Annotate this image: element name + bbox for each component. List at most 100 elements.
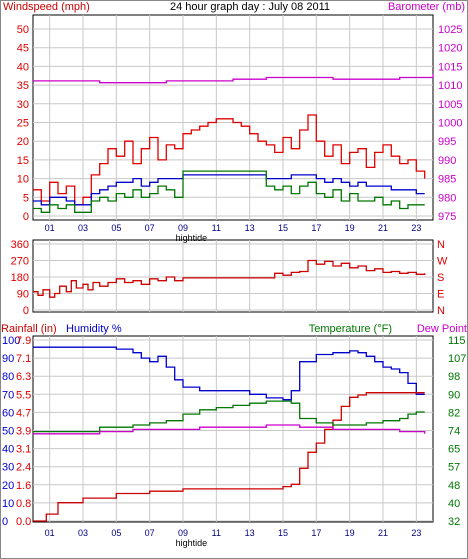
hour-tick-label: 13: [245, 223, 255, 233]
hightide-label: hightide: [176, 233, 208, 243]
wind-tick-label: 5: [23, 192, 29, 204]
hour-tick-label: 13: [245, 528, 255, 538]
hour-tick-label: 17: [311, 528, 321, 538]
direction-plot-area: [32, 239, 434, 313]
temperature-title: Temperature (°F): [309, 323, 392, 335]
direction-tick-label: 0: [23, 305, 29, 317]
temperature-tick-label: 65: [448, 444, 460, 456]
barometer-title: Barometer (mb): [388, 1, 465, 13]
series-wind-direction: [33, 259, 426, 298]
hour-tick-label: 09: [178, 528, 188, 538]
humidity-tick-label: 100: [2, 335, 20, 347]
humidity-tick-label: 30: [2, 462, 14, 474]
windspeed-title: Windspeed (mph): [3, 1, 90, 13]
barometer-tick-label: 1000: [438, 118, 462, 130]
barometer-tick-label: 1020: [438, 43, 462, 55]
barometer-tick-label: 1025: [438, 24, 462, 36]
dewpoint-title: Dew Point: [417, 323, 467, 335]
series-dew-point: [33, 424, 426, 435]
direction-tick-label: 180: [11, 272, 29, 284]
hour-tick-label: 19: [345, 528, 355, 538]
temperature-tick-label: 90: [448, 389, 460, 401]
hour-tick-label: 07: [145, 223, 155, 233]
compass-tick-label: S: [437, 272, 444, 284]
barometer-tick-label: 985: [438, 174, 456, 186]
humidity-tick-label: 50: [2, 426, 14, 438]
hour-tick-label: 15: [278, 528, 288, 538]
series-barometer: [33, 74, 434, 84]
temperature-tick-label: 74: [448, 426, 460, 438]
barometer-tick-label: 1015: [438, 61, 462, 73]
barometer-tick-label: 980: [438, 192, 456, 204]
humidity-title: Humidity %: [66, 323, 122, 335]
wind-tick-label: 20: [17, 136, 29, 148]
barometer-tick-label: 990: [438, 155, 456, 167]
direction-tick-label: 90: [17, 289, 29, 301]
humidity-tick-label: 60: [2, 407, 14, 419]
hour-tick-label: 19: [345, 223, 355, 233]
series-temperature: [33, 400, 425, 433]
wind-tick-label: 15: [17, 155, 29, 167]
series-windspeed: [33, 174, 425, 206]
barometer-tick-label: 1005: [438, 99, 462, 111]
wind-tick-label: 10: [17, 174, 29, 186]
hour-tick-label: 23: [411, 528, 421, 538]
compass-tick-label: N: [437, 239, 445, 251]
wind-tick-label: 30: [17, 99, 29, 111]
hour-tick-label: 01: [45, 528, 55, 538]
series-humidity: [33, 346, 425, 401]
wind-tick-label: 45: [17, 43, 29, 55]
temperature-tick-label: 32: [448, 516, 460, 528]
wind-plot-area: [32, 14, 434, 221]
wind-tick-label: 35: [17, 80, 29, 92]
rain-tick-label: 0.8: [16, 498, 31, 510]
graph-title: 24 hour graph day : July 08 2011: [170, 1, 330, 13]
hour-tick-label: 15: [278, 223, 288, 233]
rainfall-title: Rainfall (in): [1, 323, 57, 335]
compass-tick-label: N: [437, 305, 445, 317]
rain-tick-label: 5.5: [16, 389, 31, 401]
wind-tick-label: 0: [23, 211, 29, 223]
rain-tick-label: 3.9: [16, 426, 31, 438]
humidity-tick-label: 20: [2, 480, 14, 492]
compass-tick-label: E: [437, 289, 444, 301]
rain-tick-label: 1.6: [16, 480, 31, 492]
wind-tick-label: 25: [17, 118, 29, 130]
series-rainfall: [33, 392, 425, 522]
wind-tick-label: 50: [17, 24, 29, 36]
rain-tick-label: 3.1: [16, 444, 31, 456]
barometer-tick-label: 1010: [438, 80, 462, 92]
humidity-tick-label: 90: [2, 353, 14, 365]
hour-tick-label: 03: [78, 528, 88, 538]
hour-tick-label: 11: [212, 223, 221, 233]
temperature-tick-label: 57: [448, 462, 460, 474]
hour-tick-label: 23: [411, 223, 421, 233]
hour-tick-label: 17: [311, 223, 321, 233]
temperature-tick-label: 98: [448, 371, 460, 383]
temperature-tick-label: 107: [448, 353, 466, 365]
temperature-tick-label: 40: [448, 498, 460, 510]
hour-tick-label: 05: [111, 223, 121, 233]
direction-tick-label: 270: [11, 256, 29, 268]
barometer-tick-label: 975: [438, 211, 456, 223]
temperature-tick-label: 82: [448, 407, 460, 419]
direction-tick-label: 360: [11, 239, 29, 251]
hightide-label: hightide: [176, 538, 208, 548]
rain-tick-label: 7.1: [16, 353, 31, 365]
rain-tick-label: 2.4: [16, 462, 31, 474]
humidity-tick-label: 10: [2, 498, 14, 510]
hour-tick-label: 01: [45, 223, 55, 233]
hour-tick-label: 21: [378, 223, 388, 233]
wind-tick-label: 40: [17, 61, 29, 73]
hour-tick-label: 09: [178, 223, 188, 233]
humidity-tick-label: 0: [2, 516, 8, 528]
series-gust: [33, 114, 426, 206]
humidity-tick-label: 80: [2, 371, 14, 383]
hour-tick-label: 11: [212, 528, 221, 538]
compass-tick-label: W: [437, 256, 448, 268]
rain-tick-label: 4.7: [16, 407, 31, 419]
barometer-tick-label: 995: [438, 136, 456, 148]
hour-tick-label: 21: [378, 528, 388, 538]
hour-tick-label: 03: [78, 223, 88, 233]
